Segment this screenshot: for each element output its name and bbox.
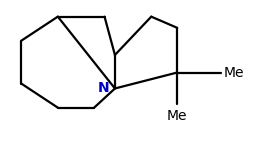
Text: Me: Me [167,109,187,123]
Text: N: N [98,81,110,95]
Text: Me: Me [224,66,245,80]
